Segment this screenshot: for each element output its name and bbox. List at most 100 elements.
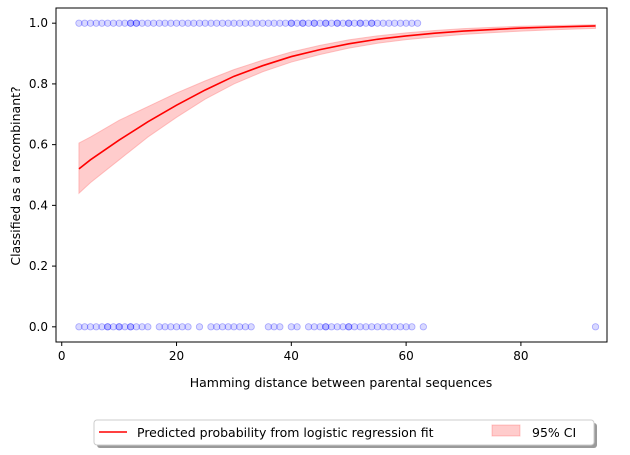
ci-layer [78,24,597,195]
data-point-non-recombinant [310,323,318,331]
data-point-recombinant [155,19,163,27]
data-point-non-recombinant [368,323,376,331]
data-point-recombinant [316,19,324,27]
data-point-non-recombinant [396,323,404,331]
data-point-non-recombinant [81,323,89,331]
data-point-recombinant [299,19,307,27]
data-point-non-recombinant [373,323,382,331]
data-point-recombinant [138,19,146,27]
data-point-recombinant [201,19,209,27]
data-point-non-recombinant [333,323,341,331]
y-tick-label: 0.2 [29,259,48,273]
data-point-non-recombinant [132,323,140,331]
data-point-non-recombinant [207,323,215,331]
data-point-non-recombinant [356,323,364,331]
data-point-recombinant [253,19,261,27]
data-point-non-recombinant [339,323,347,331]
data-point-recombinant [368,19,376,27]
data-point-recombinant [178,19,186,27]
data-point-non-recombinant [172,323,181,331]
data-point-recombinant [75,19,83,27]
x-axis: 0 20 40 60 80 [58,342,529,363]
data-point-recombinant [345,19,353,27]
data-point-recombinant [247,19,255,27]
data-point-recombinant [322,19,330,27]
data-point-recombinant [81,19,89,27]
y-axis: 0.0 0.2 0.4 0.6 0.8 1.0 [29,16,56,334]
legend-ci-label: 95% CI [532,425,576,440]
data-point-recombinant [195,19,204,27]
legend-box [93,419,595,446]
fit-line [78,25,596,170]
data-point-non-recombinant [104,323,112,331]
x-axis-label: Hamming distance between parental sequen… [190,375,493,390]
data-point-recombinant [167,19,175,27]
data-point-non-recombinant [104,323,112,331]
data-point-recombinant [276,19,284,27]
data-point-recombinant [149,19,158,27]
data-point-non-recombinant [121,323,129,331]
data-point-recombinant [356,19,364,27]
data-point-recombinant [127,19,135,27]
x-tick-label: 40 [284,349,299,363]
data-point-recombinant [115,19,123,27]
x-tick-label: 60 [398,349,413,363]
data-point-recombinant [230,19,238,27]
data-point-non-recombinant [316,323,324,331]
y-tick-label: 0.8 [29,77,48,91]
data-point-non-recombinant [218,323,227,331]
data-point-non-recombinant [184,323,192,331]
data-point-non-recombinant [362,323,370,331]
data-point-recombinant [333,19,341,27]
data-point-non-recombinant [408,323,416,331]
data-point-recombinant [413,19,422,27]
data-point-non-recombinant [224,323,232,331]
data-point-non-recombinant [167,323,175,331]
data-point-non-recombinant [127,323,135,331]
data-point-non-recombinant [322,323,330,331]
data-point-recombinant [345,19,353,27]
y-tick-label: 0.0 [29,320,48,334]
x-tick-label: 20 [169,349,184,363]
data-point-recombinant [385,19,393,27]
data-point-recombinant [322,19,330,27]
data-point-recombinant [350,19,359,27]
data-point-recombinant [281,19,290,27]
data-point-recombinant [299,19,307,27]
data-point-recombinant [218,19,227,27]
data-point-recombinant [86,19,95,27]
data-point-non-recombinant [247,323,255,331]
data-point-recombinant [241,19,250,27]
data-point-non-recombinant [178,323,186,331]
data-point-recombinant [373,19,382,27]
data-point-recombinant [304,19,313,27]
data-point-recombinant [190,19,198,27]
data-point-recombinant [132,19,140,27]
data-point-non-recombinant [327,323,336,331]
data-point-recombinant [236,19,244,27]
data-point-recombinant [356,19,364,27]
data-point-recombinant [310,19,318,27]
data-point-non-recombinant [276,323,284,331]
data-point-non-recombinant [75,323,83,331]
data-point-non-recombinant [236,323,244,331]
data-point-recombinant [391,19,399,27]
data-point-non-recombinant [419,323,427,331]
data-point-non-recombinant [293,323,301,331]
data-point-recombinant [98,19,106,27]
x-tick-label: 0 [58,349,66,363]
data-point-recombinant [121,19,129,27]
data-point-recombinant [184,19,192,27]
data-point-recombinant [293,19,301,27]
legend-fit-label: Predicted probability from logistic regr… [137,425,434,440]
data-point-non-recombinant [195,323,204,331]
data-point-recombinant [379,19,387,27]
data-point-non-recombinant [127,323,135,331]
legend: Predicted probability from logistic regr… [93,419,597,448]
data-point-recombinant [104,19,112,27]
data-point-non-recombinant [213,323,221,331]
data-point-non-recombinant [138,323,146,331]
data-point-non-recombinant [304,323,313,331]
data-point-non-recombinant [230,323,238,331]
